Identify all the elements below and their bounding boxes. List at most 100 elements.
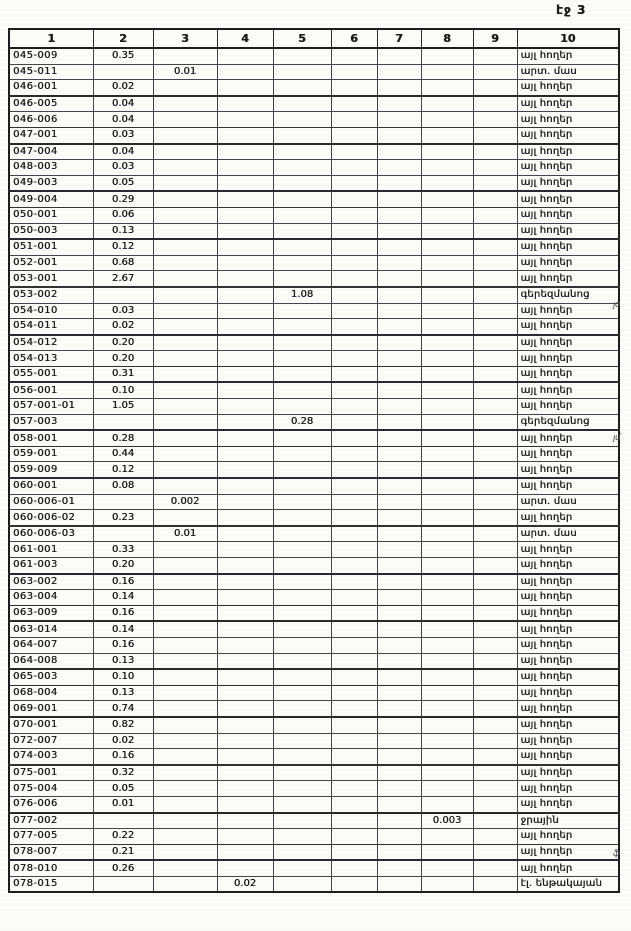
table-row: 047-004 0.04 այլ հողեր [8,143,620,161]
cell-col9 [472,795,518,814]
cell-col5 [272,556,332,575]
cell-col9 [472,47,518,65]
cell-col6 [330,63,378,81]
cell-col5 [272,206,332,224]
cell-col4 [216,398,274,415]
cell-col9 [472,716,518,734]
cell-col8 [420,381,474,400]
table-row: 064-008 0.13 այլ հողեր [8,652,620,671]
cell-col9 [472,700,518,718]
table-row: 063-009 0.16 այլ հողեր [8,604,620,623]
cell-col7 [376,684,422,702]
cell-parcel-id: 049-003 [8,174,94,193]
cell-col2: 0.04 [92,95,154,113]
cell-col2: 0.08 [92,477,154,495]
land-parcel-table: 1 2 3 4 5 6 7 8 9 10 045-009 0.35 այլ հողեր 045-011 0… [8,28,620,894]
column-header-6: 6 [330,28,378,49]
cell-land-type: այլ հողեր [516,126,620,145]
cell-col5 [272,445,332,463]
cell-land-type: արտ. մաս [516,63,620,81]
cell-col8 [420,843,474,862]
table-row: 074-003 0.16 այլ հողեր [8,748,620,766]
cell-col5 [272,222,332,241]
cell-col2: 0.26 [92,859,154,877]
cell-col3 [152,222,218,241]
cell-col3 [152,668,218,686]
cell-col5 [272,604,332,623]
cell-col3 [152,604,218,623]
cell-parcel-id: 070-001 [8,716,94,734]
table-row: 053-001 2.67 այլ հողեր [8,270,620,288]
table-row: 045-009 0.35 այլ հողեր [8,47,620,65]
cell-col8 [420,493,474,511]
cell-col7 [376,238,422,256]
cell-col7 [376,859,422,877]
cell-col3 [152,541,218,558]
cell-col9 [472,111,518,128]
cell-col2 [92,493,154,511]
cell-col5 [272,732,332,750]
cell-col9 [472,780,518,797]
cell-col4 [216,302,274,320]
cell-col3 [152,461,218,480]
cell-col8 [420,111,474,128]
cell-col8 [420,254,474,272]
cell-col7 [376,541,422,558]
cell-col7 [376,700,422,718]
cell-col2: 0.03 [92,126,154,145]
cell-land-type: այլ հողեր [516,828,620,845]
cell-col3 [152,381,218,400]
cell-col9 [472,668,518,686]
cell-parcel-id: 069-001 [8,700,94,718]
cell-col4 [216,126,274,145]
cell-col5 [272,334,332,352]
cell-col4 [216,254,274,272]
cell-col2: 0.28 [92,429,154,447]
cell-col6 [330,859,378,877]
table-row: 075-001 0.32 այլ հողեր [8,764,620,782]
cell-parcel-id: 074-003 [8,748,94,766]
cell-col7 [376,780,422,797]
cell-parcel-id: 053-002 [8,286,94,304]
cell-land-type: այլ հողեր [516,445,620,463]
table-row: 063-014 0.14 այլ հողեր [8,620,620,638]
cell-col7 [376,477,422,495]
cell-col6 [330,174,378,193]
cell-parcel-id: 075-004 [8,780,94,797]
cell-col5 [272,429,332,447]
cell-col6 [330,780,378,797]
cell-col2: 0.10 [92,668,154,686]
table-row: 057-001-01 1.05 այլ հողեր [8,398,620,415]
cell-col3 [152,429,218,447]
cell-land-type: այլ հողեր [516,79,620,97]
column-header-10: 10 [516,28,620,49]
cell-col7 [376,811,422,830]
cell-parcel-id: 060-006-02 [8,509,94,527]
cell-col5 [272,620,332,638]
cell-col7 [376,111,422,128]
cell-col4 [216,780,274,797]
cell-land-type: այլ հողեր [516,859,620,877]
cell-col8 [420,477,474,495]
cell-parcel-id: 057-001-01 [8,398,94,415]
cell-col5 [272,795,332,814]
cell-col6 [330,286,378,304]
cell-col4 [216,732,274,750]
cell-col4 [216,238,274,256]
cell-col4 [216,525,274,543]
cell-col2: 0.32 [92,764,154,782]
cell-col3 [152,748,218,766]
cell-parcel-id: 053-001 [8,270,94,288]
cell-col8 [420,270,474,288]
cell-col6 [330,652,378,671]
cell-col2: 0.02 [92,79,154,97]
cell-col4 [216,636,274,654]
cell-col3 [152,445,218,463]
cell-col2: 0.20 [92,334,154,352]
cell-col6 [330,111,378,128]
cell-col2: 0.01 [92,795,154,814]
cell-col6 [330,429,378,447]
cell-parcel-id: 054-010 [8,302,94,320]
cell-col7 [376,79,422,97]
